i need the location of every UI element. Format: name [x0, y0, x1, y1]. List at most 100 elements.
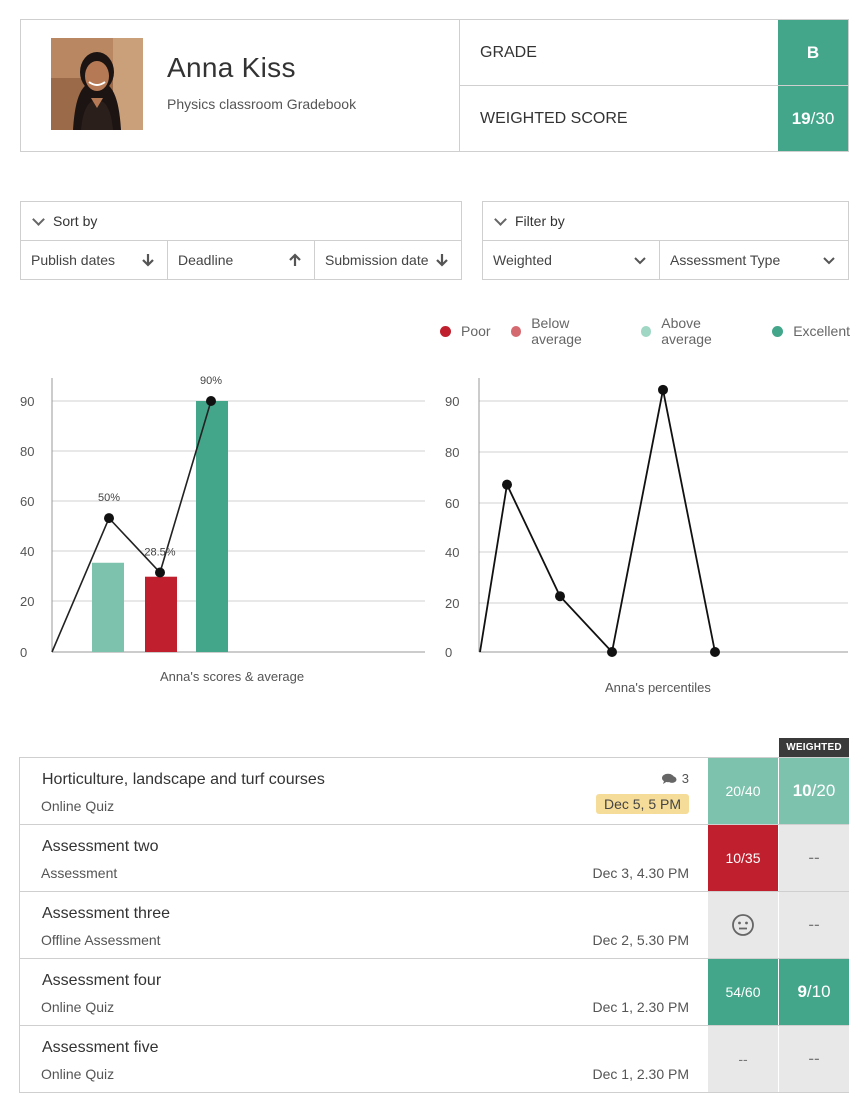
table-row[interactable]: Horticulture, landscape and turf courses…: [19, 758, 849, 825]
scores-ytick-label: 60: [20, 494, 34, 509]
percentiles-ytick-label: 0: [445, 645, 452, 660]
assessment-title[interactable]: Assessment five: [42, 1039, 159, 1056]
percentiles-ytick-label: 40: [445, 545, 459, 560]
assessments-table: Horticulture, landscape and turf courses…: [19, 757, 849, 1093]
sort-toggle[interactable]: Sort by: [21, 202, 461, 241]
arrow-down-icon: [142, 254, 154, 267]
average-point: [155, 567, 165, 578]
chart-legend: Poor Below average Above average Excelle…: [420, 315, 850, 347]
score-bar: [145, 576, 177, 652]
scores-ytick-label: 0: [20, 645, 27, 660]
cell-divider: [778, 758, 779, 824]
assessment-score[interactable]: --: [708, 1026, 778, 1092]
assessment-date: Dec 3, 4.30 PM: [592, 865, 690, 881]
arrow-up-icon: [289, 253, 301, 266]
table-row[interactable]: Assessment three Offline Assessment Dec 2,…: [19, 892, 849, 959]
chevron-down-icon: [634, 257, 646, 265]
chevron-down-icon: [823, 257, 835, 265]
sort-submission-date[interactable]: Submission date: [315, 241, 461, 279]
student-header-card: Anna Kiss Physics classroom Gradebook GR…: [20, 19, 849, 152]
assessment-type: Online Quiz: [41, 999, 115, 1015]
sort-option-label: Deadline: [178, 252, 234, 268]
weighted-score-points: 19: [791, 108, 811, 128]
legend-dot: [440, 325, 451, 337]
chevron-down-icon: [32, 212, 45, 226]
weighted-score: --: [779, 825, 849, 891]
filter-heading: Filter by: [515, 213, 565, 229]
assessment-title[interactable]: Assessment two: [42, 838, 159, 855]
grade-row: GRADE B: [460, 20, 848, 86]
weighted-column-header: WEIGHTED: [779, 738, 849, 758]
filter-panel: Filter by Weighted Assessment Type: [482, 201, 849, 280]
percentiles-ytick-label: 60: [445, 496, 459, 511]
filter-option-label: Assessment Type: [670, 252, 781, 268]
legend-dot: [640, 325, 652, 337]
assessment-title[interactable]: Assessment three: [42, 905, 171, 922]
assessment-title[interactable]: Assessment four: [42, 972, 162, 989]
weighted-score: 9/10: [779, 959, 849, 1025]
grade-value: B: [778, 20, 848, 85]
assessment-type: Online Quiz: [41, 798, 115, 814]
percentile-point: [710, 647, 720, 657]
weighted-score-total: /30: [810, 108, 835, 128]
table-row[interactable]: Assessment five Online Quiz Dec 1, 2.30 PM…: [19, 1026, 849, 1093]
legend-item-above-average: Above average: [640, 315, 753, 347]
assessment-title[interactable]: Horticulture, landscape and turf courses: [42, 771, 325, 788]
average-point: [104, 513, 114, 524]
avatar: [51, 38, 143, 130]
assessment-date: Dec 5, 5 PM: [595, 794, 689, 814]
filter-assessment-type-select[interactable]: Assessment Type: [660, 241, 848, 279]
sort-heading: Sort by: [53, 213, 98, 229]
student-name: Anna Kiss: [167, 52, 296, 83]
gradebook-subtitle: Physics classroom Gradebook: [167, 96, 357, 112]
sort-publish-dates[interactable]: Publish dates: [21, 241, 168, 279]
neutral-face-icon: [732, 914, 754, 936]
assessment-date: Dec 1, 2.30 PM: [592, 999, 690, 1015]
filter-weighted-select[interactable]: Weighted: [483, 241, 660, 279]
filter-toggle[interactable]: Filter by: [483, 202, 848, 241]
percentiles-ytick-label: 90: [445, 394, 459, 409]
assessment-score[interactable]: 54/60: [708, 959, 778, 1025]
assessment-date: Dec 2, 5.30 PM: [592, 932, 690, 948]
table-row[interactable]: Assessment four Online Quiz Dec 1, 2.30 PM…: [19, 959, 849, 1026]
legend-dot: [772, 325, 784, 337]
legend-label: Excellent: [793, 323, 850, 339]
percentile-point: [502, 479, 512, 490]
assessment-date: Dec 1, 2.30 PM: [592, 1066, 690, 1082]
average-line: [51, 400, 212, 653]
legend-item-poor: Poor: [440, 322, 491, 340]
percentile-point: [607, 647, 617, 657]
comments-count-value: 3: [681, 771, 689, 786]
sort-deadline[interactable]: Deadline: [168, 241, 315, 279]
assessment-score[interactable]: 10/35: [708, 825, 778, 891]
scores-ytick-label: 90: [20, 394, 34, 409]
table-row[interactable]: Assessment two Assessment Dec 3, 4.30 PM 10…: [19, 825, 849, 892]
scores-ytick-label: 80: [20, 444, 34, 459]
weighted-score: --: [779, 1026, 849, 1092]
percentile-point: [555, 591, 565, 602]
chevron-down-icon: [494, 212, 507, 226]
cell-divider: [778, 825, 779, 891]
grade-label: GRADE: [480, 44, 537, 61]
legend-label: Poor: [461, 323, 491, 339]
average-point: [206, 396, 216, 406]
legend-label: Below average: [531, 315, 582, 347]
comments-count[interactable]: 3: [661, 771, 689, 786]
score-bar: [196, 401, 228, 652]
weighted-score: --: [779, 892, 849, 958]
sort-panel: Sort by Publish dates Deadline Submissio…: [20, 201, 462, 280]
score-bar: [92, 562, 124, 652]
average-data-label: 28.5%: [144, 547, 175, 559]
filter-option-label: Weighted: [493, 252, 552, 268]
chart-title-scores: Anna's scores & average: [160, 669, 305, 684]
comments-icon: [661, 773, 677, 784]
student-photo-icon: [51, 38, 143, 130]
assessment-score[interactable]: [708, 892, 778, 958]
scores-ytick-label: 20: [20, 594, 34, 609]
weighted-score-row: WEIGHTED SCORE 19/30: [460, 86, 848, 151]
sort-option-label: Submission date: [325, 252, 429, 268]
assessment-score[interactable]: 20/40: [708, 758, 778, 824]
percentiles-ytick-label: 20: [445, 596, 459, 611]
chart-title-percentiles: Anna's percentiles: [605, 680, 711, 695]
sort-option-label: Publish dates: [31, 252, 116, 268]
